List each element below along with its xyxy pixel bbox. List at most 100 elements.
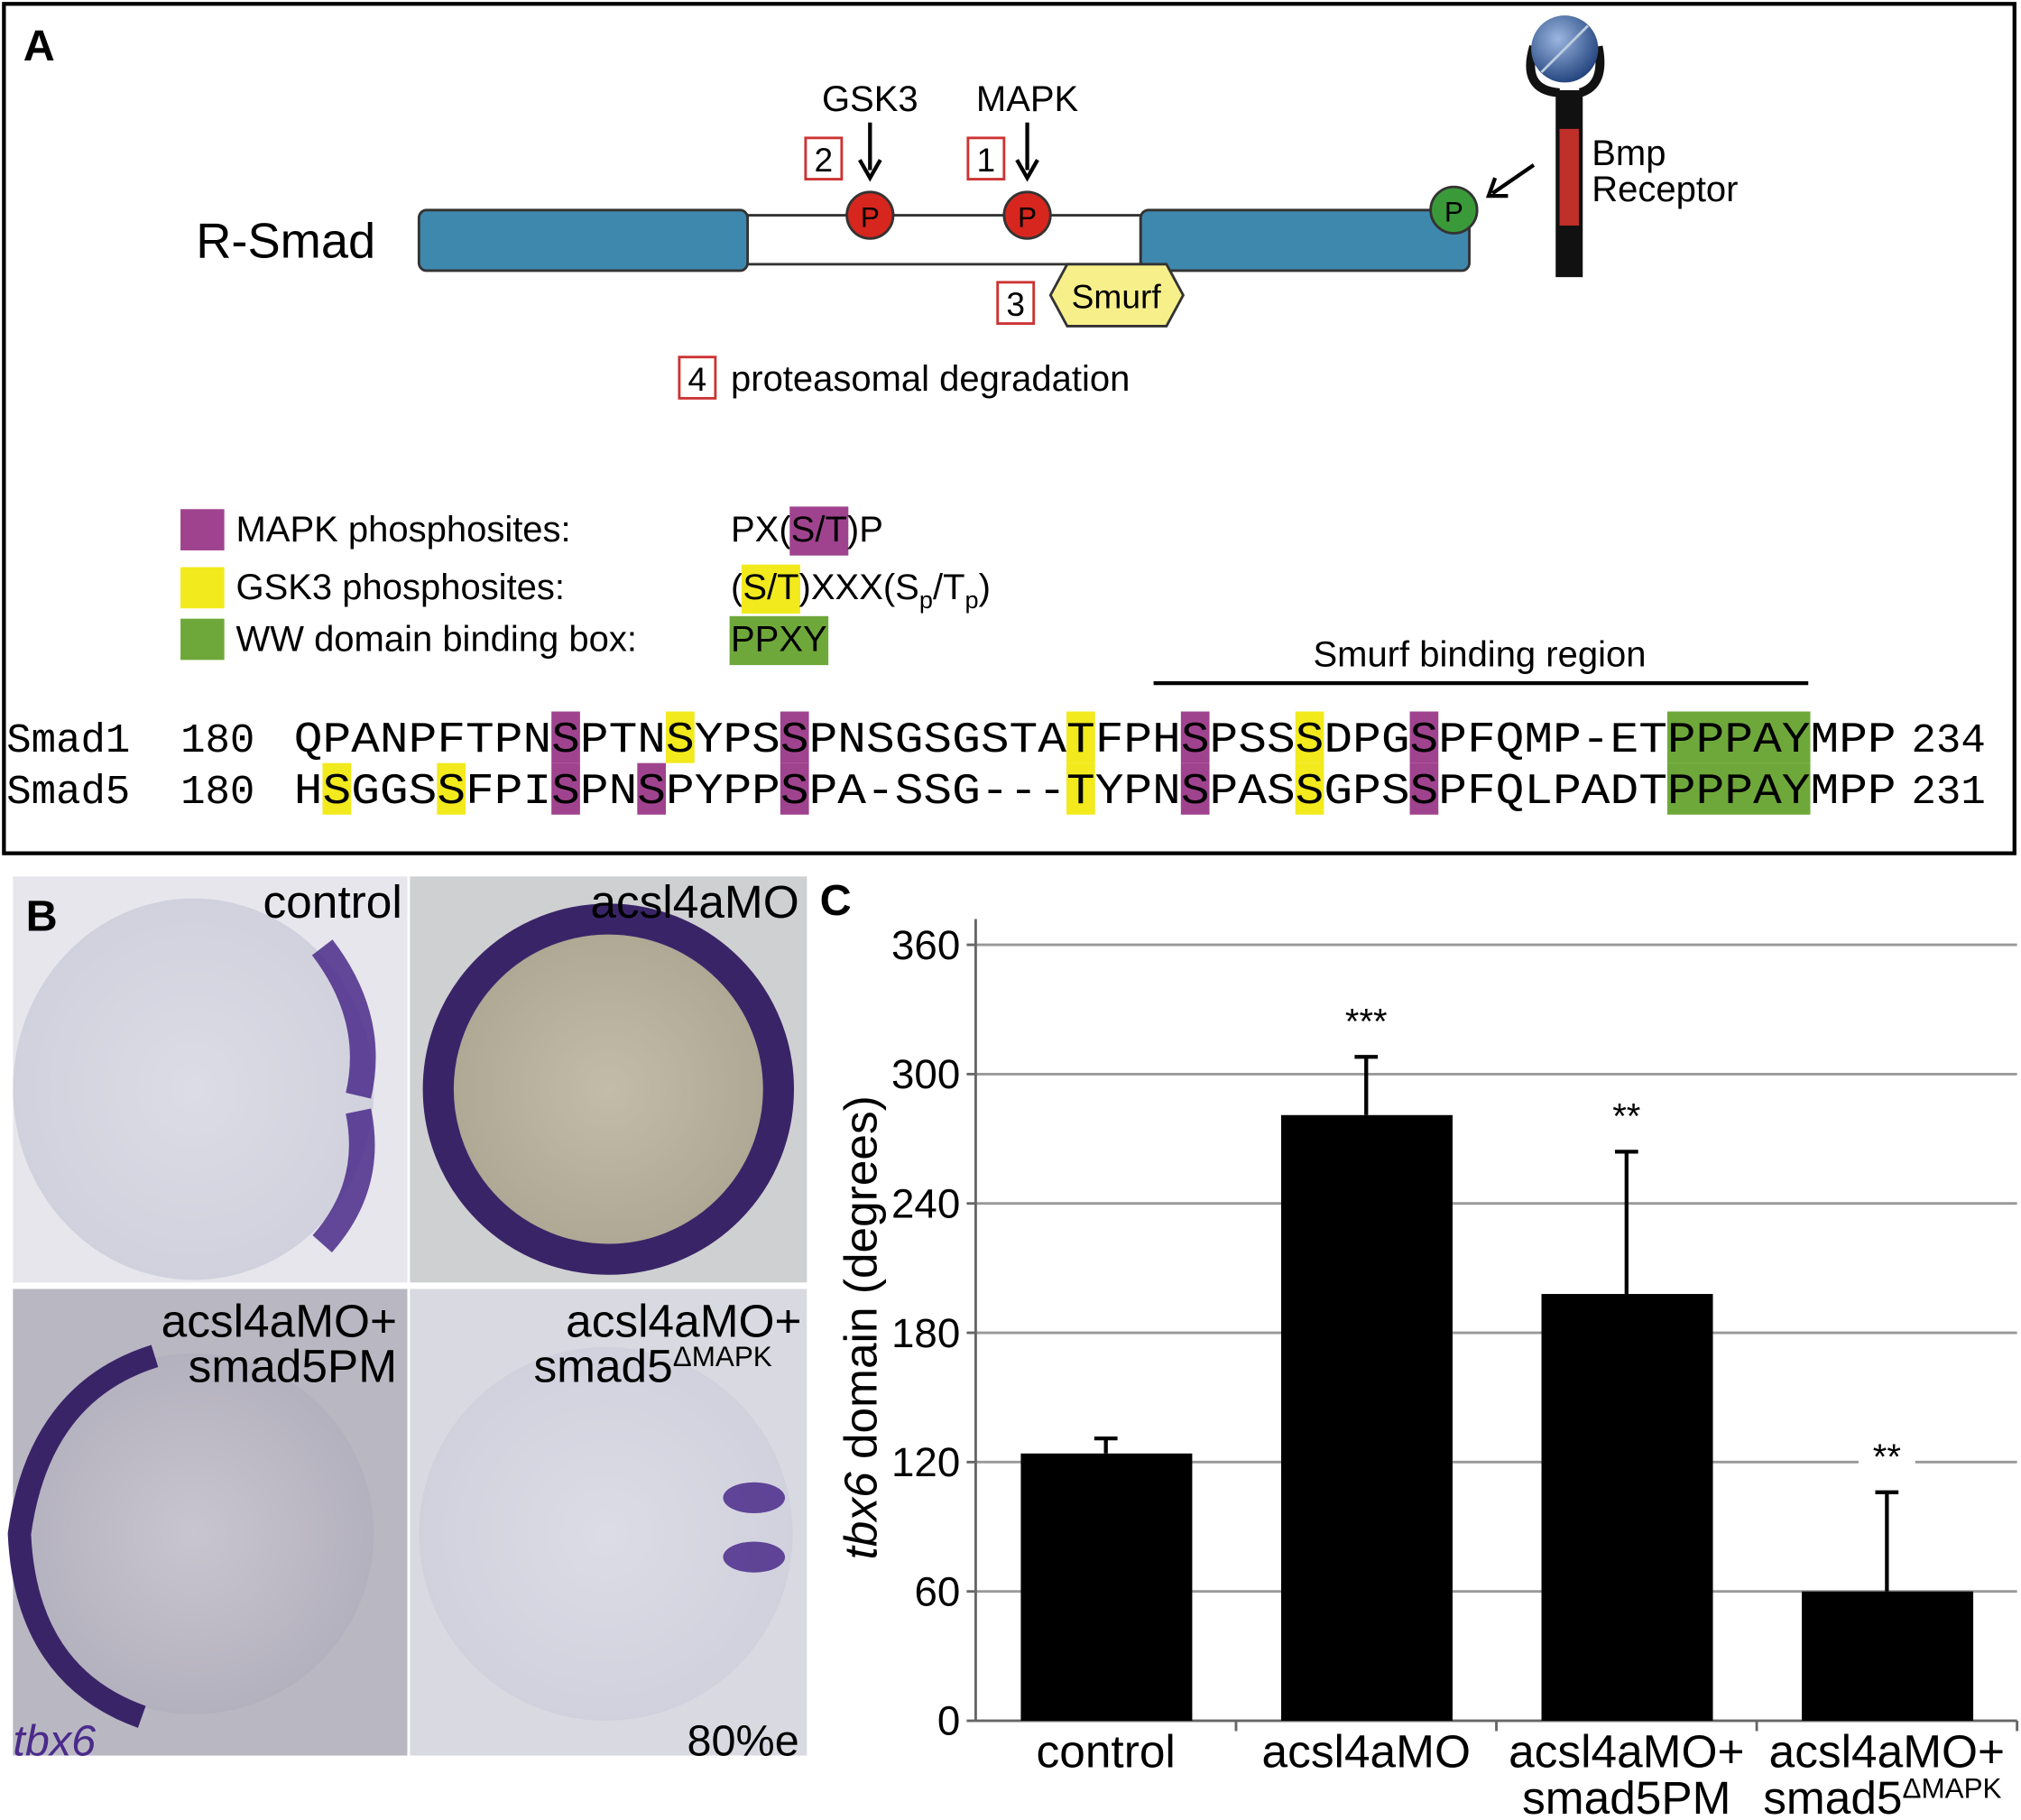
motif-part: )P xyxy=(847,510,883,550)
x-tick-label: smad5 xyxy=(1763,1771,1902,1820)
x-tick-label: acsl4aMO xyxy=(1262,1724,1471,1777)
step-box xyxy=(678,356,717,400)
arrow xyxy=(1015,122,1039,182)
error-bar xyxy=(1354,1055,1379,1115)
sequence-end: 234 xyxy=(1912,717,1986,764)
arrow xyxy=(1485,163,1536,199)
motif-part: p xyxy=(919,586,933,614)
residue-highlight xyxy=(1409,711,1439,763)
residue-highlight xyxy=(1409,762,1439,815)
y-tick-label: 120 xyxy=(891,1439,960,1485)
image-label: smad5 xyxy=(533,1339,672,1391)
annotation-bg xyxy=(1598,1097,1656,1126)
residue-highlight xyxy=(1666,762,1811,815)
kinase-label: GSK3 xyxy=(822,79,918,119)
chart: 0 60 120 180 240 300 360 control *** acsl4aMO ** ac… xyxy=(891,919,2019,1820)
panel-label: B xyxy=(26,892,58,940)
x-tick-label: control xyxy=(1037,1724,1176,1777)
kinase-label: MAPK xyxy=(976,79,1079,119)
image-label: control xyxy=(263,875,401,928)
x-tick-label-sup: ΔMAPK xyxy=(1903,1773,2002,1805)
expression xyxy=(723,1482,786,1514)
error-bar xyxy=(1094,1436,1118,1454)
image-label: acsl4aMO xyxy=(590,875,798,928)
residue-highlight xyxy=(551,762,580,815)
motif-part: ) xyxy=(979,568,991,607)
step-number: 1 xyxy=(977,141,996,179)
step-box xyxy=(804,136,844,180)
receptor-membrane xyxy=(1559,128,1579,226)
error-bar xyxy=(1614,1150,1638,1295)
legend-label: GSK3 phosphosites: xyxy=(235,568,565,607)
sequence-end: 231 xyxy=(1912,769,1986,816)
motif-part: PX( xyxy=(731,510,791,550)
error-bar xyxy=(1875,1490,1899,1592)
bar xyxy=(1020,1453,1193,1722)
residue-highlight xyxy=(780,762,809,815)
annotation-bg xyxy=(1337,1002,1395,1031)
expression xyxy=(7,1344,159,1728)
legend-label: WW domain binding box: xyxy=(235,619,636,659)
legend-label: MAPK phosphosites: xyxy=(235,510,570,550)
y-tick-label: 240 xyxy=(891,1180,960,1226)
x-tick-label: acsl4aMO+ xyxy=(1769,1724,2005,1777)
phosphate-label: P xyxy=(1018,201,1037,233)
phosphate-label: P xyxy=(1444,197,1463,228)
motif-part: S/T xyxy=(743,568,798,607)
sequence-start: 180 xyxy=(180,717,254,764)
smurf-shape xyxy=(1048,263,1186,328)
panel-border xyxy=(2,2,2016,855)
protein-label: R-Smad xyxy=(196,214,375,269)
residue-highlight xyxy=(1180,711,1210,763)
residue-highlight xyxy=(437,762,466,815)
embryo xyxy=(13,898,374,1280)
annotation-bg xyxy=(1858,1437,1915,1467)
bar xyxy=(1541,1294,1713,1722)
smurf-label: Smurf xyxy=(1072,277,1162,315)
step-number: 4 xyxy=(688,360,707,398)
annotation: *** xyxy=(1345,1002,1388,1042)
degradation-label: proteasomal degradation xyxy=(731,359,1130,399)
image-label: acsl4aMO+ xyxy=(566,1294,801,1346)
sequence-name: Smad1 xyxy=(6,717,130,764)
residue-highlight xyxy=(1295,762,1324,815)
mh1-domain xyxy=(417,208,750,273)
annotation: ** xyxy=(1612,1097,1640,1137)
residue-highlight xyxy=(322,762,352,815)
y-axis-label-part: tbx6 xyxy=(834,1472,886,1560)
alignment: Smad1 180 QPANPFTPNSPTNSYPSSPNSGSGSTATFPHS… xyxy=(6,711,1986,817)
image-label: smad5PM xyxy=(189,1339,397,1391)
mh2-domain xyxy=(1139,208,1471,273)
arrow xyxy=(858,122,882,182)
motif-part: )XXX(S xyxy=(799,568,919,607)
embryo xyxy=(422,903,795,1275)
step-number: 2 xyxy=(815,141,834,179)
image-label: acsl4aMO+ xyxy=(161,1294,397,1346)
residue-highlight xyxy=(1066,711,1095,763)
panel-label: A xyxy=(23,22,55,70)
residue-highlight xyxy=(1066,762,1095,815)
motif-highlight xyxy=(789,506,849,556)
motif-part: S/T xyxy=(791,510,847,550)
legend-swatch xyxy=(180,567,225,609)
sequence: HSGGSSFPISPNSPYPPSPA-SSG---TYPNSPASSGPSS… xyxy=(294,767,1896,817)
linker xyxy=(746,214,1142,266)
sequence-start: 180 xyxy=(180,769,254,816)
residue-highlight xyxy=(1180,762,1210,815)
y-tick-label: 180 xyxy=(891,1310,960,1356)
y-tick-label: 360 xyxy=(891,922,960,968)
y-tick-label: 300 xyxy=(891,1051,960,1097)
x-tick-label: acsl4aMO+ xyxy=(1509,1724,1744,1777)
motif-part: /T xyxy=(933,568,965,607)
residue-highlight xyxy=(551,711,580,763)
y-tick-label: 0 xyxy=(937,1698,960,1744)
motif-highlight xyxy=(729,615,829,666)
gene-label: tbx6 xyxy=(13,1717,96,1766)
receptor-label: Bmp xyxy=(1592,134,1666,173)
embryo xyxy=(419,1346,793,1722)
bar xyxy=(1802,1591,1974,1722)
motif-part: PPXY xyxy=(731,619,827,659)
y-axis-label: tbx6 domain (degrees) xyxy=(834,1095,886,1559)
